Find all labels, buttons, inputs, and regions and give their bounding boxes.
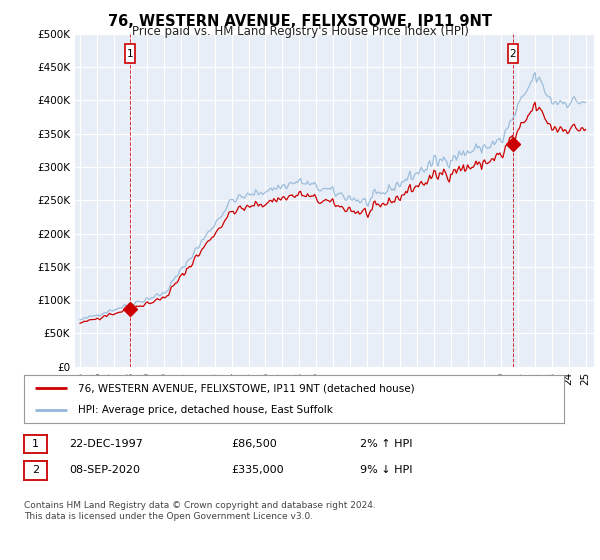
FancyBboxPatch shape bbox=[125, 44, 135, 63]
Text: 2: 2 bbox=[32, 465, 39, 475]
Text: £86,500: £86,500 bbox=[231, 439, 277, 449]
Text: 1: 1 bbox=[32, 439, 39, 449]
Text: 1: 1 bbox=[127, 49, 133, 59]
Text: 2% ↑ HPI: 2% ↑ HPI bbox=[360, 439, 413, 449]
Text: 22-DEC-1997: 22-DEC-1997 bbox=[69, 439, 143, 449]
Text: 76, WESTERN AVENUE, FELIXSTOWE, IP11 9NT (detached house): 76, WESTERN AVENUE, FELIXSTOWE, IP11 9NT… bbox=[78, 383, 415, 393]
FancyBboxPatch shape bbox=[508, 44, 518, 63]
Text: HPI: Average price, detached house, East Suffolk: HPI: Average price, detached house, East… bbox=[78, 405, 333, 415]
Text: 9% ↓ HPI: 9% ↓ HPI bbox=[360, 465, 413, 475]
Text: 08-SEP-2020: 08-SEP-2020 bbox=[69, 465, 140, 475]
Text: 76, WESTERN AVENUE, FELIXSTOWE, IP11 9NT: 76, WESTERN AVENUE, FELIXSTOWE, IP11 9NT bbox=[108, 14, 492, 29]
Text: £335,000: £335,000 bbox=[231, 465, 284, 475]
Text: 2: 2 bbox=[509, 49, 516, 59]
Text: Contains HM Land Registry data © Crown copyright and database right 2024.
This d: Contains HM Land Registry data © Crown c… bbox=[24, 501, 376, 521]
Text: Price paid vs. HM Land Registry's House Price Index (HPI): Price paid vs. HM Land Registry's House … bbox=[131, 25, 469, 38]
